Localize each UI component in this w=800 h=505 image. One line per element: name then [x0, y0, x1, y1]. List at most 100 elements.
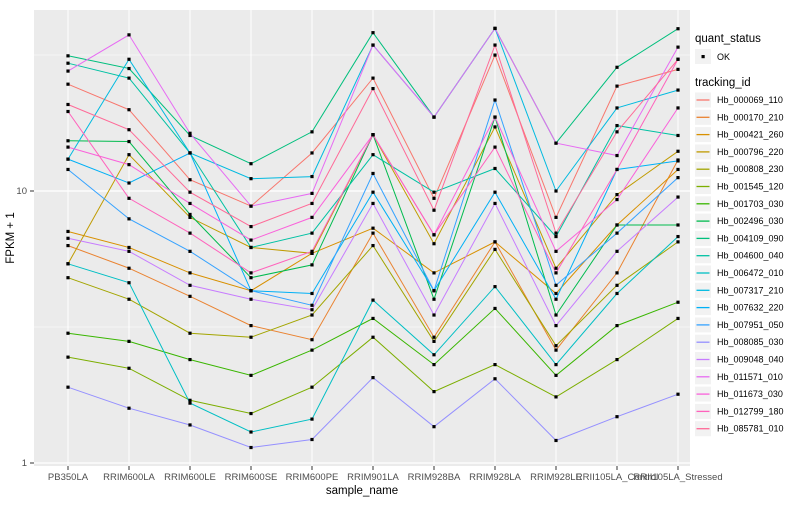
data-point	[310, 348, 314, 352]
data-point	[188, 151, 192, 155]
data-point	[127, 406, 131, 410]
data-point	[371, 226, 375, 230]
data-point	[676, 88, 680, 92]
data-point	[554, 291, 558, 296]
data-point	[188, 231, 192, 235]
data-point	[554, 344, 558, 348]
data-point	[249, 271, 253, 275]
data-point	[676, 57, 680, 61]
data-point	[188, 212, 192, 217]
data-point	[188, 398, 192, 402]
data-point	[371, 31, 375, 35]
x-tick-label: PB350LA	[48, 472, 89, 483]
data-point	[676, 300, 680, 304]
data-point	[493, 26, 497, 31]
legend-tracking-id-items: Hb_000069_110 Hb_000170_210 Hb_000421_260 H…	[695, 92, 784, 437]
data-point	[371, 376, 375, 380]
x-tick-label: RRIM600LE	[164, 472, 216, 483]
data-point	[615, 192, 619, 197]
y-tick-label: 10	[16, 186, 27, 197]
legend-tracking-id-title: tracking_id	[695, 77, 751, 89]
data-point	[493, 190, 497, 194]
data-point	[615, 84, 619, 88]
data-point	[432, 363, 436, 367]
data-point	[432, 297, 436, 301]
data-point	[676, 27, 680, 31]
legend-item-label: Hb_001545_120	[717, 182, 784, 192]
data-point	[310, 231, 314, 235]
data-point	[249, 289, 253, 293]
legend-item-label: Hb_006472_010	[717, 268, 784, 278]
data-point	[66, 61, 70, 65]
data-point	[66, 167, 70, 172]
data-point	[188, 331, 192, 335]
data-point	[127, 366, 131, 370]
data-point	[66, 69, 70, 73]
data-point	[432, 353, 436, 357]
data-point	[493, 145, 497, 149]
x-tick-label: RRII105LA_Control	[576, 472, 658, 483]
data-point	[249, 335, 253, 339]
data-point	[432, 208, 436, 212]
data-point	[310, 263, 314, 267]
data-point	[310, 201, 314, 206]
data-point	[127, 297, 131, 301]
data-point	[554, 438, 558, 443]
data-point	[676, 176, 680, 180]
data-point	[554, 348, 558, 352]
x-tick-label: RRIM928BA	[408, 472, 461, 483]
legend-item-label: Hb_000069_110	[717, 95, 783, 105]
x-tick-label: RRIM600SE	[225, 472, 278, 483]
data-point	[127, 33, 131, 37]
data-point	[615, 106, 619, 110]
x-tick-label: RRIM600PE	[286, 472, 339, 483]
data-point	[66, 157, 70, 161]
data-point	[371, 316, 375, 321]
data-point	[371, 76, 375, 80]
data-point	[493, 125, 497, 129]
data-point	[615, 323, 619, 328]
y-tick-label: 1	[22, 458, 27, 469]
data-point	[615, 249, 619, 253]
data-point	[249, 373, 253, 377]
data-point	[676, 234, 680, 239]
data-point	[676, 195, 680, 199]
data-point	[66, 236, 70, 240]
data-point	[615, 153, 619, 158]
data-point	[371, 298, 375, 302]
axes: 1 10 PB350LA RRIM600LA RRIM600LE RRIM600SE RRI…	[16, 186, 722, 483]
data-point	[432, 425, 436, 429]
data-point	[493, 53, 497, 57]
x-tick-label: RRIM901LA	[347, 472, 399, 483]
data-point	[66, 109, 70, 114]
data-point	[432, 233, 436, 237]
data-point	[310, 437, 314, 442]
data-point	[127, 281, 131, 285]
data-point	[310, 130, 314, 134]
data-point	[127, 128, 131, 132]
data-point	[66, 331, 70, 335]
data-point	[310, 191, 314, 195]
data-point	[432, 335, 436, 339]
data-point	[127, 339, 131, 343]
data-point	[554, 395, 558, 399]
data-point	[127, 217, 131, 221]
data-point	[188, 133, 192, 138]
data-point	[249, 238, 253, 242]
data-point	[66, 102, 70, 107]
data-point	[188, 178, 192, 182]
legend-item-label: Hb_004600_040	[717, 251, 784, 261]
data-point	[66, 276, 70, 280]
data-point	[554, 323, 558, 328]
data-point	[493, 363, 497, 367]
data-point	[249, 245, 253, 250]
data-point	[249, 430, 253, 434]
data-point	[310, 174, 314, 179]
data-point	[310, 151, 314, 155]
data-point	[249, 162, 253, 166]
data-point	[493, 377, 497, 381]
data-point	[615, 223, 619, 227]
data-point	[432, 313, 436, 317]
data-point	[676, 167, 680, 172]
